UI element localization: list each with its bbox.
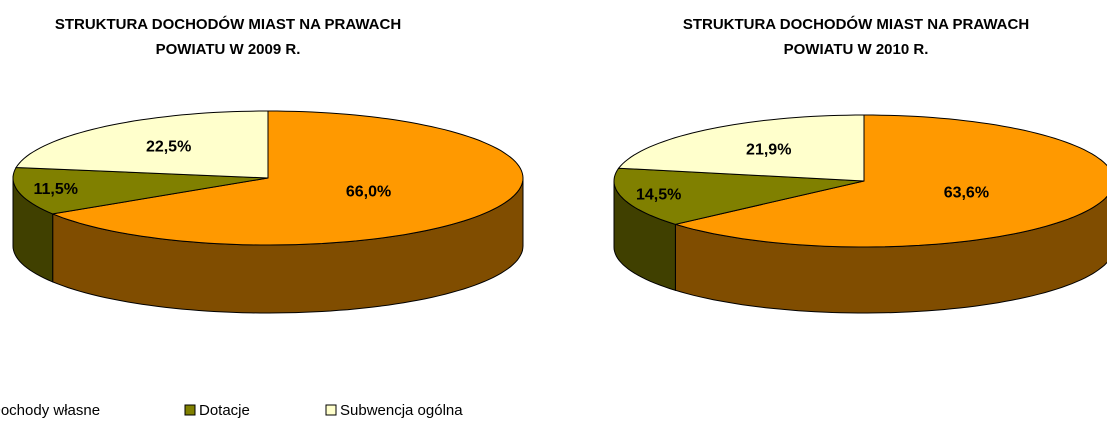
chart-title: STRUKTURA DOCHODÓW MIAST NA PRAWACH POWI…	[682, 16, 1030, 58]
chart-title: STRUKTURA DOCHODÓW MIAST NA PRAWACH POWI…	[54, 16, 402, 58]
pie-slice	[12, 166, 269, 215]
legend-label: Dochody własne	[0, 402, 100, 419]
data-label: 21,9%	[746, 142, 791, 159]
pie-slice	[50, 110, 524, 246]
legend-swatch	[184, 404, 196, 416]
legend-label: Dotacje	[199, 402, 250, 419]
data-label: 22,5%	[146, 139, 191, 156]
data-label: 63,6%	[944, 185, 989, 202]
pie-slice	[613, 167, 865, 225]
pie-slice	[15, 110, 269, 179]
legend-label: Subwencja ogólna	[340, 402, 463, 419]
data-label: 66,0%	[346, 184, 391, 201]
pie-slice	[617, 114, 865, 182]
data-label: 11,5%	[34, 181, 78, 198]
legend-swatch	[325, 404, 337, 416]
data-label: 14,5%	[636, 187, 681, 204]
pie-slice	[673, 114, 1107, 248]
